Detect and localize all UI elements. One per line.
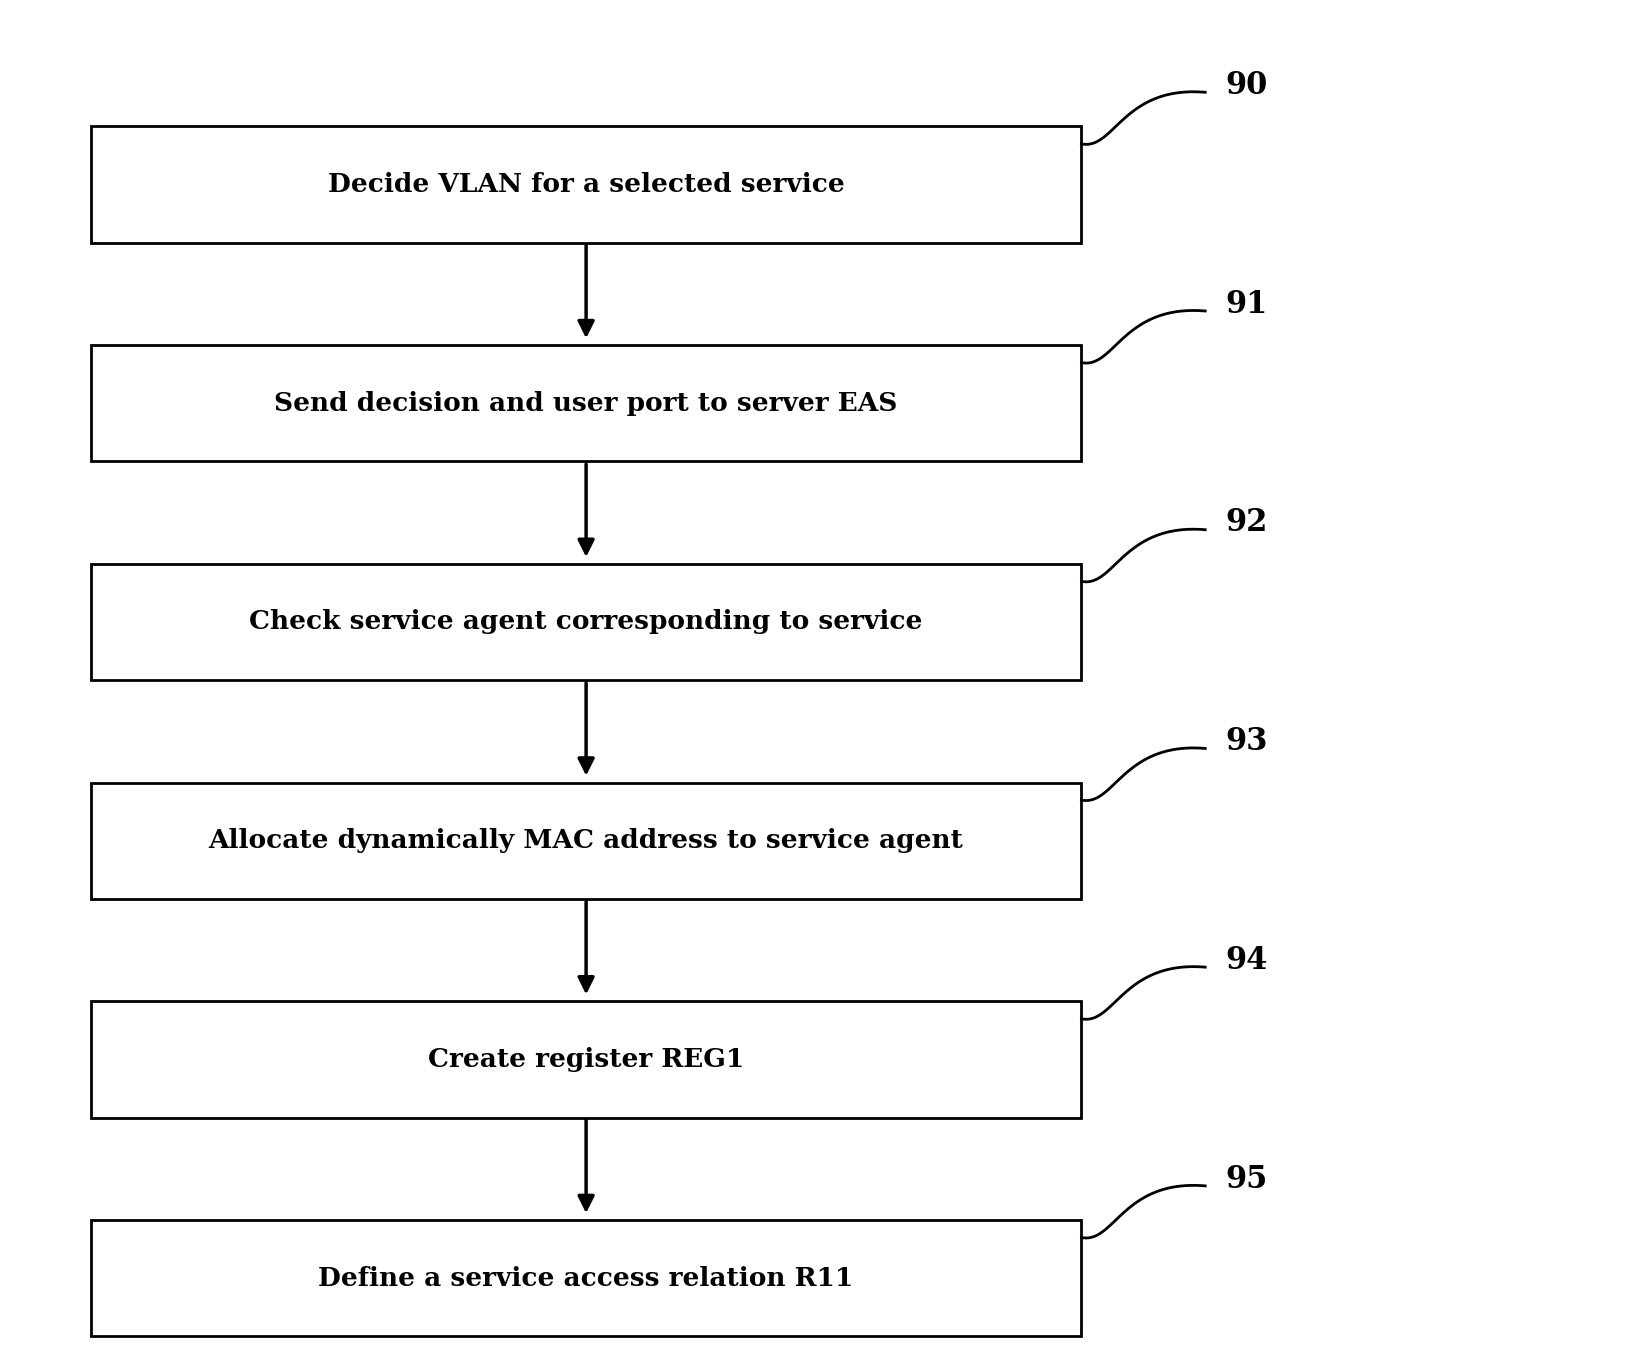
Bar <box>91 563 1081 679</box>
Bar <box>91 1219 1081 1337</box>
Text: 91: 91 <box>1225 288 1268 320</box>
Bar <box>91 126 1081 242</box>
Text: 95: 95 <box>1225 1163 1268 1195</box>
Bar <box>91 346 1081 462</box>
Bar <box>91 1001 1081 1118</box>
Text: Define a service access relation R11: Define a service access relation R11 <box>319 1266 854 1290</box>
Bar <box>91 782 1081 899</box>
Text: Send decision and user port to server EAS: Send decision and user port to server EA… <box>274 391 898 416</box>
Text: 90: 90 <box>1225 70 1268 101</box>
Text: 94: 94 <box>1225 945 1268 976</box>
Text: Check service agent corresponding to service: Check service agent corresponding to ser… <box>249 610 923 634</box>
Text: 93: 93 <box>1225 726 1268 757</box>
Text: Decide VLAN for a selected service: Decide VLAN for a selected service <box>329 172 844 197</box>
Text: Allocate dynamically MAC address to service agent: Allocate dynamically MAC address to serv… <box>208 828 964 853</box>
Text: 92: 92 <box>1225 507 1268 539</box>
Text: Create register REG1: Create register REG1 <box>428 1047 745 1072</box>
